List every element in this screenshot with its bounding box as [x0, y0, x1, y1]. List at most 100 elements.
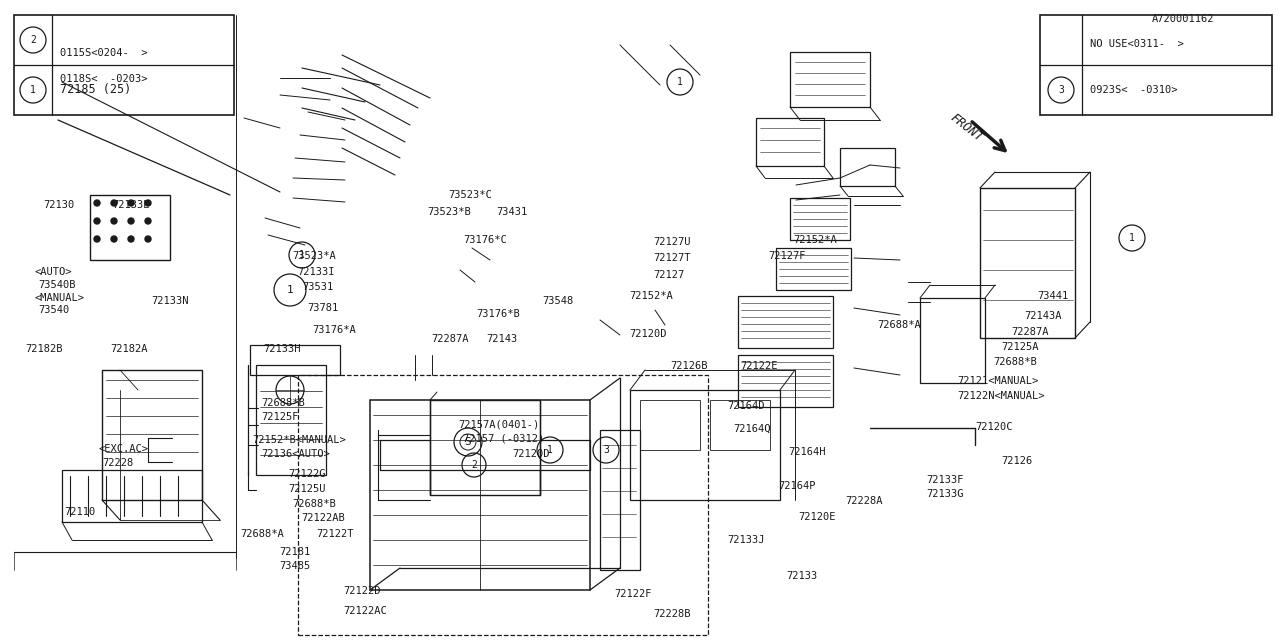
Text: 72120D: 72120D	[630, 329, 667, 339]
Bar	[90, 195, 170, 260]
Text: 1: 1	[677, 77, 684, 87]
Text: 72157 (-0312): 72157 (-0312)	[463, 433, 544, 444]
Text: 72110: 72110	[64, 507, 95, 517]
Text: 72688*B: 72688*B	[993, 357, 1037, 367]
Text: 72130: 72130	[44, 200, 74, 210]
Text: 73523*B: 73523*B	[428, 207, 471, 218]
Bar	[920, 298, 986, 383]
Text: 72164D: 72164D	[727, 401, 764, 412]
Text: 3: 3	[1059, 85, 1064, 95]
Text: 73441: 73441	[1037, 291, 1068, 301]
Circle shape	[93, 236, 100, 242]
Bar	[790, 198, 850, 240]
Text: 72120E: 72120E	[799, 512, 836, 522]
Text: S: S	[465, 437, 471, 447]
Text: 72182B: 72182B	[26, 344, 63, 354]
Text: 72122G: 72122G	[288, 469, 325, 479]
Bar	[298, 375, 708, 635]
Text: 72122F: 72122F	[614, 589, 652, 599]
Text: 72185 (25): 72185 (25)	[60, 83, 132, 97]
Text: A720001162: A720001162	[1152, 14, 1215, 24]
Text: 73540: 73540	[38, 305, 69, 316]
Text: 73548: 73548	[543, 296, 573, 306]
Text: 0118S<  -0203>: 0118S< -0203>	[60, 74, 147, 84]
Text: 72121<MANUAL>: 72121<MANUAL>	[957, 376, 1038, 386]
Text: 72228B: 72228B	[653, 609, 690, 620]
Text: 72143A: 72143A	[1024, 311, 1061, 321]
Text: 72126: 72126	[1001, 456, 1032, 466]
Text: 72688*B: 72688*B	[261, 397, 305, 408]
Bar	[250, 345, 340, 375]
Text: 72228A: 72228A	[845, 496, 882, 506]
Text: 1: 1	[547, 445, 553, 455]
Text: 72125A: 72125A	[1001, 342, 1038, 352]
Circle shape	[128, 236, 134, 242]
Bar	[600, 430, 640, 570]
Bar	[710, 400, 771, 450]
Text: 72133E: 72133E	[113, 200, 150, 210]
Text: 72133F: 72133F	[927, 475, 964, 485]
Circle shape	[93, 200, 100, 206]
Text: 72164Q: 72164Q	[733, 424, 771, 434]
Text: 73176*B: 73176*B	[476, 308, 520, 319]
Text: 72152*A: 72152*A	[630, 291, 673, 301]
Text: 1: 1	[1129, 233, 1135, 243]
Text: 72122N<MANUAL>: 72122N<MANUAL>	[957, 390, 1044, 401]
Text: 72127: 72127	[653, 270, 684, 280]
Bar	[739, 355, 833, 407]
Text: <MANUAL>: <MANUAL>	[35, 292, 84, 303]
Text: 72126B: 72126B	[671, 361, 708, 371]
Bar	[256, 365, 326, 475]
Circle shape	[128, 200, 134, 206]
Text: 72127T: 72127T	[653, 253, 690, 263]
Text: 72122AC: 72122AC	[343, 606, 387, 616]
Text: 72287A: 72287A	[1011, 326, 1048, 337]
Text: 1: 1	[300, 250, 305, 260]
Text: 73176*C: 73176*C	[463, 235, 507, 245]
Text: 72133G: 72133G	[927, 489, 964, 499]
Bar	[840, 148, 895, 186]
Text: 2: 2	[471, 460, 477, 470]
Text: 72164P: 72164P	[778, 481, 815, 492]
Bar	[61, 470, 202, 522]
Bar	[430, 400, 540, 495]
Circle shape	[145, 218, 151, 224]
Text: 73485: 73485	[279, 561, 310, 572]
Bar	[102, 370, 202, 500]
Text: 72125F: 72125F	[261, 412, 298, 422]
Circle shape	[145, 200, 151, 206]
Circle shape	[111, 236, 116, 242]
Text: 73523*C: 73523*C	[448, 190, 492, 200]
Text: 72688*A: 72688*A	[241, 529, 284, 540]
Text: 72120D: 72120D	[512, 449, 549, 460]
Text: 72152*B<MANUAL>: 72152*B<MANUAL>	[252, 435, 346, 445]
Text: 72127F: 72127F	[768, 251, 805, 261]
Text: <AUTO>: <AUTO>	[35, 267, 72, 277]
Bar	[790, 52, 870, 107]
Circle shape	[93, 218, 100, 224]
Bar	[776, 248, 851, 290]
Text: 72122E: 72122E	[740, 361, 777, 371]
Bar	[756, 118, 824, 166]
Text: 0923S<  -0310>: 0923S< -0310>	[1091, 85, 1178, 95]
Text: 72122D: 72122D	[343, 586, 380, 596]
Text: 72120C: 72120C	[975, 422, 1012, 432]
Text: 72157A(0401-): 72157A(0401-)	[458, 419, 539, 429]
Bar	[739, 296, 833, 348]
Text: 72133N: 72133N	[151, 296, 188, 306]
Text: 72181: 72181	[279, 547, 310, 557]
Text: 72133H: 72133H	[264, 344, 301, 354]
Bar	[1039, 15, 1272, 115]
Circle shape	[128, 218, 134, 224]
Text: 72127U: 72127U	[653, 237, 690, 247]
Text: 72287A: 72287A	[431, 334, 468, 344]
Text: 72136<AUTO>: 72136<AUTO>	[261, 449, 330, 460]
Text: 73176*A: 73176*A	[312, 325, 356, 335]
Text: 73540B: 73540B	[38, 280, 76, 290]
Bar	[14, 15, 234, 115]
Text: 72688*A: 72688*A	[877, 320, 920, 330]
Text: 72133I: 72133I	[297, 267, 334, 277]
Text: 72125U: 72125U	[288, 484, 325, 494]
Circle shape	[111, 200, 116, 206]
Text: 73431: 73431	[497, 207, 527, 218]
